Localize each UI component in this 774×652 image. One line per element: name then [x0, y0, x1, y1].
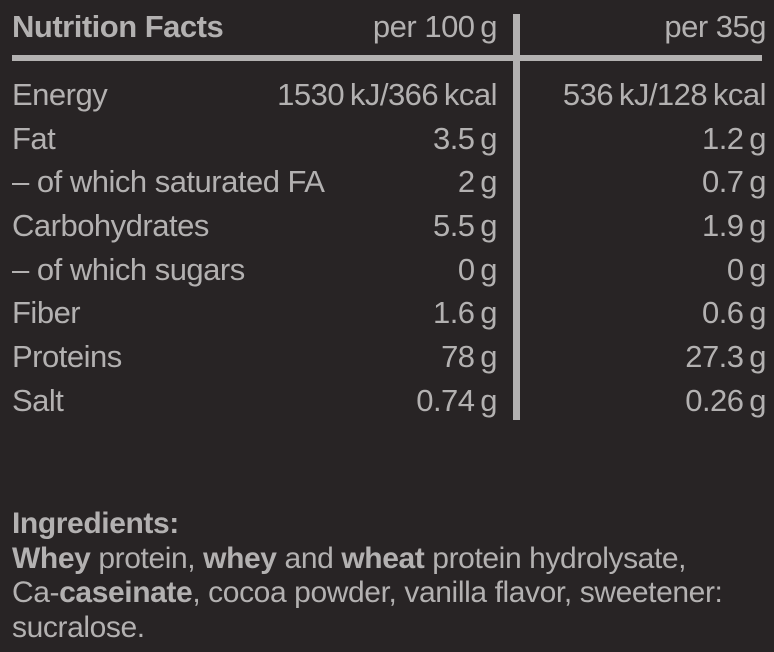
table-title: Nutrition Facts — [12, 9, 224, 44]
col-header-per-100g: per 100 g — [372, 9, 498, 44]
table-row-sugars: – of which sugars 0 g 0 g — [0, 248, 774, 292]
row-value-per-35g: 0.6 g — [701, 295, 767, 331]
row-value-per-100g: 0 g — [457, 251, 498, 287]
table-row-salt: Salt 0.74 g 0.26 g — [0, 379, 774, 423]
row-value-per-100g: 1530 kJ/366 kcal — [277, 77, 497, 112]
table-row-carbohydrates: Carbohydrates 5.5 g 1.9 g — [0, 204, 774, 248]
row-label: Salt — [12, 382, 64, 418]
row-value-per-100g: 2 g — [457, 164, 498, 200]
table-row-saturated-fa: – of which saturated FA 2 g 0.7 g — [0, 160, 774, 204]
row-value-per-35g: 0.26 g — [685, 382, 766, 418]
row-label: Carbohydrates — [12, 208, 209, 244]
ingredients-line-3: sucralose. — [12, 610, 145, 644]
table-row-fiber: Fiber 1.6 g 0.6 g — [0, 291, 774, 335]
ingredients-line-2: Ca-caseinate, cocoa powder, vanilla flav… — [12, 576, 723, 609]
row-value-per-35g: 0.7 g — [701, 164, 767, 200]
table-row-proteins: Proteins 78 g 27.3 g — [0, 335, 774, 379]
row-label: Fiber — [12, 295, 81, 331]
row-value-per-35g: 0 g — [726, 251, 767, 287]
table-header-row: Nutrition Facts per 100 g per 35g — [0, 5, 774, 49]
row-value-per-35g: 27.3 g — [685, 339, 766, 375]
column-divider-line — [513, 14, 520, 420]
row-value-per-100g: 78 g — [441, 339, 497, 375]
row-label: Energy — [12, 77, 108, 112]
row-value-per-100g: 3.5 g — [432, 120, 498, 156]
ingredients-line-1: Whey protein, whey and wheat protein hyd… — [12, 541, 687, 575]
row-value-per-35g: 536 kJ/128 kcal — [562, 77, 767, 112]
table-row-fat: Fat 3.5 g 1.2 g — [0, 117, 774, 161]
row-value-per-100g: 0.74 g — [416, 382, 497, 418]
row-value-per-100g: 5.5 g — [432, 208, 498, 244]
col-header-per-35g: per 35g — [664, 9, 766, 44]
row-label: – of which sugars — [12, 251, 245, 287]
ingredients-section: Ingredients: Whey protein, whey and whea… — [12, 507, 764, 645]
row-value-per-35g: 1.9 g — [701, 208, 767, 244]
header-right-section: per 35g — [513, 5, 774, 49]
row-value-per-100g: 1.6 g — [432, 295, 498, 331]
table-row-energy: Energy 1530 kJ/366 kcal 536 kJ/128 kcal — [0, 73, 774, 117]
header-divider-line — [12, 55, 762, 61]
ingredients-heading: Ingredients: — [12, 507, 179, 540]
header-left-section: Nutrition Facts per 100 g — [0, 5, 513, 49]
row-label: Fat — [12, 120, 56, 156]
row-label: Proteins — [12, 339, 122, 375]
row-label: – of which saturated FA — [12, 164, 325, 200]
row-value-per-35g: 1.2 g — [701, 120, 767, 156]
nutrition-table-body: Energy 1530 kJ/366 kcal 536 kJ/128 kcal … — [0, 73, 774, 423]
